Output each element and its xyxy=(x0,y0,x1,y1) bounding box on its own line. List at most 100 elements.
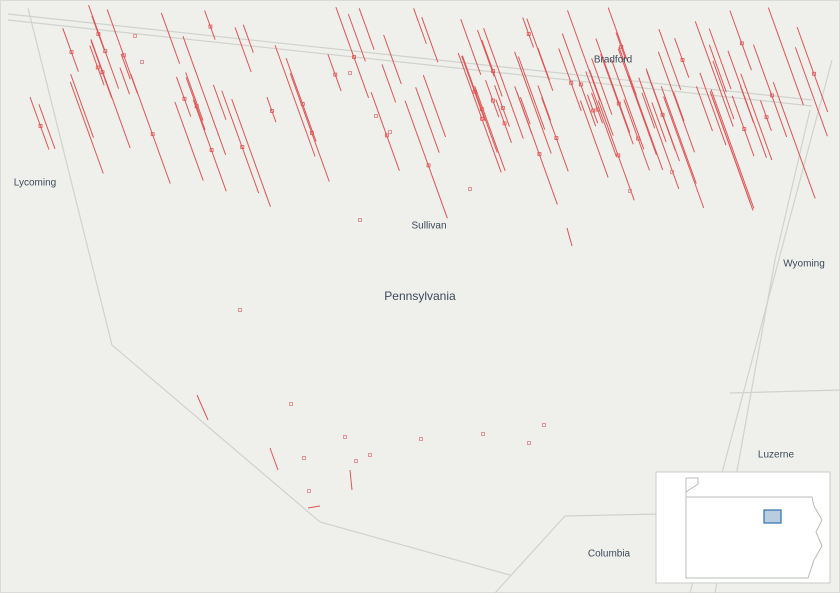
well-path xyxy=(753,44,788,138)
county-label: Wyoming xyxy=(783,259,825,270)
well-path xyxy=(796,26,829,113)
well-pad xyxy=(302,456,306,460)
well-path xyxy=(88,4,120,89)
well-path xyxy=(182,36,227,155)
well-path xyxy=(196,394,209,421)
well-path xyxy=(699,72,727,146)
well-path xyxy=(651,102,667,143)
well-path xyxy=(307,505,321,509)
well-pad xyxy=(764,115,769,120)
well-pad xyxy=(500,106,505,110)
well-pad xyxy=(542,423,546,427)
well-pad xyxy=(182,96,187,101)
well-path xyxy=(610,59,645,150)
well-path xyxy=(591,58,613,115)
boundary xyxy=(494,513,661,593)
well-path xyxy=(461,55,498,153)
well-path xyxy=(221,90,260,194)
well-pad xyxy=(270,109,274,113)
well-pad xyxy=(95,65,100,70)
well-path xyxy=(641,92,656,129)
well-path xyxy=(712,60,735,120)
county-label: Luzerne xyxy=(758,450,795,461)
well-path xyxy=(347,13,366,62)
well-pad xyxy=(502,121,507,126)
well-pad xyxy=(348,71,352,75)
well-path xyxy=(242,24,254,53)
well-path xyxy=(106,9,138,93)
well-path xyxy=(69,81,104,174)
well-pad xyxy=(616,153,621,158)
well-path xyxy=(160,12,181,64)
well-path xyxy=(119,67,130,95)
well-path xyxy=(517,56,546,130)
well-path xyxy=(474,86,506,171)
well-pad xyxy=(69,50,74,55)
well-path xyxy=(597,100,635,201)
well-path xyxy=(617,48,657,156)
well-pad xyxy=(680,58,685,62)
well-path xyxy=(541,97,569,172)
well-pad xyxy=(358,218,362,222)
well-path xyxy=(772,81,816,199)
state-label: Pennsylvania xyxy=(384,289,456,303)
well-path xyxy=(607,7,628,62)
well-path xyxy=(588,69,614,136)
well-pad xyxy=(491,98,495,103)
well-path xyxy=(285,57,317,142)
well-path xyxy=(514,86,533,135)
well-path xyxy=(519,97,531,125)
well-path xyxy=(176,76,192,117)
well-pad xyxy=(670,170,674,174)
well-pad xyxy=(591,108,596,113)
well-path xyxy=(567,10,601,101)
well-path xyxy=(174,101,204,181)
well-path xyxy=(383,34,402,85)
well-path xyxy=(421,17,439,63)
well-path xyxy=(674,38,690,78)
well-path xyxy=(767,7,804,106)
well-path xyxy=(90,40,113,99)
well-pad xyxy=(742,127,747,131)
boundaries xyxy=(7,7,840,593)
well-pad xyxy=(209,148,214,152)
well-pad xyxy=(38,124,43,128)
well-pad xyxy=(289,402,293,406)
boundary xyxy=(27,7,511,576)
state-outline xyxy=(685,478,823,579)
well-pad xyxy=(578,82,583,87)
well-pad xyxy=(628,189,632,193)
well-path xyxy=(558,48,582,112)
well-pad xyxy=(354,459,358,463)
inset-map xyxy=(655,471,831,584)
well-path xyxy=(274,45,316,157)
well-path xyxy=(794,47,828,137)
well-path xyxy=(695,86,713,132)
county-label: Lycoming xyxy=(14,178,56,189)
well-path xyxy=(727,50,767,158)
well-pad xyxy=(554,136,559,140)
well-pad xyxy=(103,49,108,54)
well-pad xyxy=(569,80,574,85)
well-path xyxy=(658,29,682,90)
well-path xyxy=(495,99,512,143)
well-path xyxy=(483,27,524,139)
wells xyxy=(29,4,829,509)
boundary xyxy=(729,389,840,394)
well-path xyxy=(585,71,617,157)
well-pad xyxy=(307,489,311,493)
well-path xyxy=(708,44,727,93)
well-pad xyxy=(388,130,392,134)
well-path xyxy=(566,227,573,247)
well-pad xyxy=(310,130,314,135)
well-path xyxy=(657,51,696,153)
well-pad xyxy=(368,453,372,457)
well-path xyxy=(185,72,204,121)
well-path xyxy=(579,100,609,178)
boundary xyxy=(7,19,813,107)
well-pad xyxy=(480,116,484,121)
well-path xyxy=(192,99,227,192)
well-path xyxy=(38,104,56,150)
well-pad xyxy=(150,132,155,137)
